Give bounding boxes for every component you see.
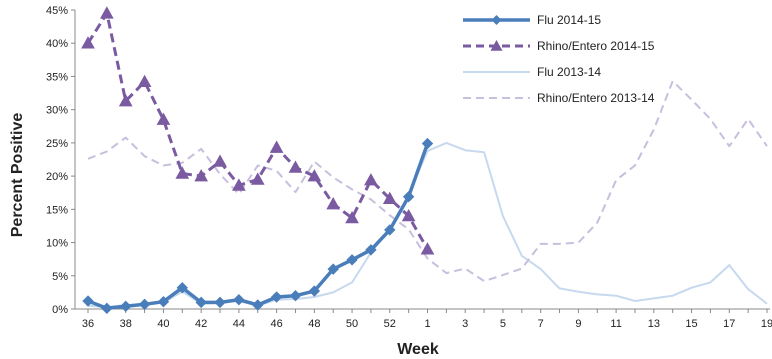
y-tick-label: 45% <box>46 5 68 17</box>
data-point <box>157 295 170 308</box>
y-tick-label: 30% <box>46 105 68 117</box>
y-tick-label: 35% <box>46 71 68 83</box>
y-axis: 0% 5% 10% 15% 20% 25% 30% 35% 40% 45% <box>46 5 76 316</box>
data-point <box>420 242 435 255</box>
legend-label: Flu 2013-14 <box>537 65 601 79</box>
data-point <box>401 208 416 222</box>
x-axis: 36 38 40 42 44 46 48 50 52 1 3 5 7 9 11 13 15 17 19 <box>75 308 772 330</box>
data-point <box>289 290 302 302</box>
x-tick-label: 44 <box>233 318 245 330</box>
legend: Flu 2014-15 Rhino/Entero 2014-15 Flu 2013-… <box>455 4 660 114</box>
y-tick-label: 25% <box>46 138 68 150</box>
legend-box <box>455 4 660 114</box>
series-2 <box>87 141 768 308</box>
data-point <box>138 298 151 311</box>
data-point <box>308 285 321 297</box>
data-point <box>382 191 397 205</box>
x-tick-label: 52 <box>384 318 396 330</box>
data-point <box>326 196 341 210</box>
x-tick-label: 11 <box>610 318 621 330</box>
legend-marker <box>491 15 502 25</box>
x-tick-label: 50 <box>346 318 358 330</box>
data-point <box>214 296 226 309</box>
y-tick-label: 0% <box>52 304 68 316</box>
data-point <box>176 282 189 294</box>
y-tick-label: 10% <box>46 238 68 250</box>
data-point <box>175 166 190 179</box>
data-point <box>364 173 378 186</box>
x-tick-label: 42 <box>195 318 207 330</box>
x-axis-title: Week <box>397 341 439 358</box>
data-point <box>269 140 284 153</box>
data-point <box>327 263 339 275</box>
legend-label: Rhino/Entero 2014-15 <box>537 39 655 53</box>
data-point <box>252 299 264 311</box>
data-point <box>346 254 358 266</box>
y-tick-label: 20% <box>46 171 68 183</box>
data-point <box>345 210 359 224</box>
x-tick-label: 46 <box>270 318 282 330</box>
series-layer <box>81 6 768 315</box>
series-line <box>87 141 768 308</box>
data-point <box>232 178 246 191</box>
data-point <box>270 291 283 303</box>
legend-marker <box>490 40 503 51</box>
x-tick-label: 19 <box>761 318 772 330</box>
x-tick-label: 17 <box>723 318 735 330</box>
x-tick-label: 1 <box>424 318 430 330</box>
series-3 <box>87 80 768 283</box>
series-0 <box>82 137 434 315</box>
y-tick-label: 5% <box>52 271 68 283</box>
y-tick-label: 40% <box>46 38 68 50</box>
data-point <box>156 112 171 125</box>
series-line <box>87 80 768 283</box>
x-tick-label: 13 <box>648 318 660 330</box>
y-tick-label: 15% <box>46 204 68 216</box>
data-point <box>365 244 377 256</box>
x-tick-label: 38 <box>120 318 132 330</box>
data-point <box>250 172 265 185</box>
data-point <box>384 224 396 236</box>
data-point <box>194 169 209 182</box>
data-point <box>233 293 245 306</box>
data-point <box>100 6 114 19</box>
x-tick-label: 9 <box>575 318 581 330</box>
data-point <box>402 191 415 203</box>
data-point <box>421 137 434 150</box>
data-point <box>82 295 94 307</box>
series-1 <box>81 6 435 255</box>
x-tick-label: 36 <box>82 318 94 330</box>
x-tick-label: 48 <box>308 318 320 330</box>
data-point <box>195 296 207 309</box>
data-point <box>120 300 132 313</box>
data-point <box>213 154 227 167</box>
legend-label: Rhino/Entero 2013-14 <box>537 91 655 105</box>
data-point <box>288 160 303 173</box>
series-line <box>87 143 430 311</box>
series-line <box>86 11 429 250</box>
data-point <box>101 302 113 315</box>
data-point <box>137 74 152 88</box>
data-point <box>81 36 95 49</box>
legend-label: Flu 2014-15 <box>537 13 601 27</box>
y-axis-title: Percent Positive <box>9 113 26 238</box>
x-tick-label: 40 <box>157 318 169 330</box>
x-tick-label: 7 <box>538 318 544 330</box>
x-tick-label: 5 <box>500 318 506 330</box>
data-point <box>118 93 133 107</box>
x-tick-label: 15 <box>685 318 697 330</box>
data-point <box>307 169 322 182</box>
x-tick-label: 3 <box>462 318 468 330</box>
